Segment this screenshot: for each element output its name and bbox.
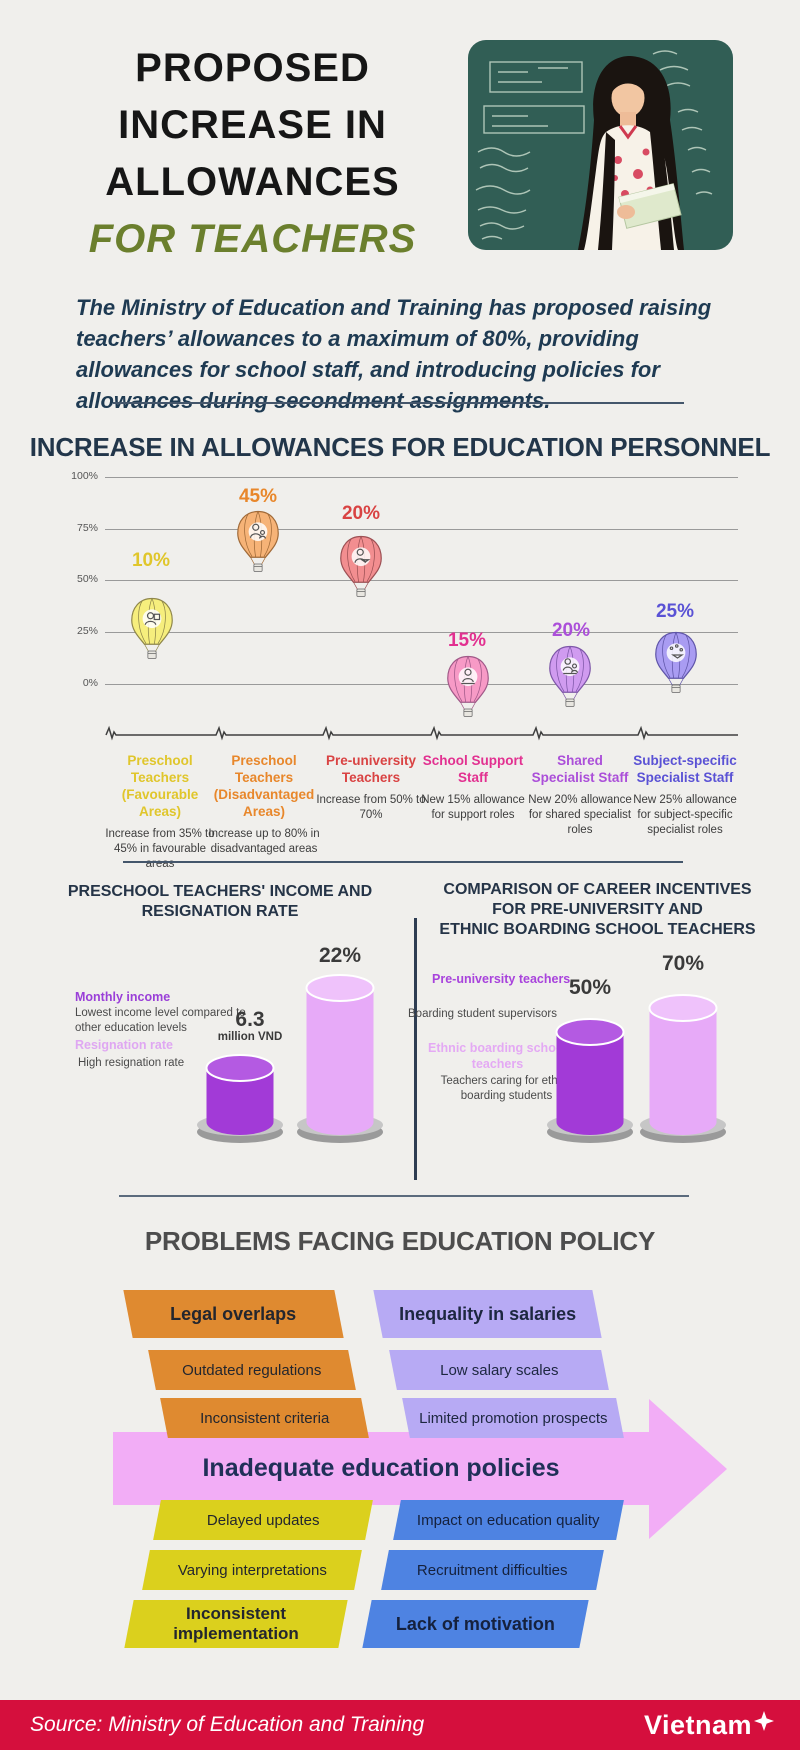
balloon-value-5: 25% (655, 601, 695, 622)
category-shared-specialist: Shared Specialist Staff New 20% allowanc… (528, 753, 632, 836)
hot-air-balloon-icon-subject-specialist (655, 631, 697, 693)
gridline-75 (105, 529, 738, 530)
y-tick-100: 100% (71, 470, 98, 482)
problem-impact-education-quality: Impact on education quality (393, 1500, 624, 1540)
gridline-0 (105, 684, 738, 685)
problem-varying-interpretations: Varying interpretations (142, 1550, 362, 1590)
gridline-100 (105, 477, 738, 478)
category-preschool-favourable: Preschool Teachers (Favourable Areas) In… (105, 753, 215, 870)
incentives-chart-title: COMPARISON OF CAREER INCENTIVES FOR PRE-… (439, 881, 756, 938)
category-school-support: School Support Staff New 15% allowance f… (421, 753, 525, 821)
problem-limited-promotion: Limited promotion prospects (402, 1398, 624, 1438)
problem-low-salary-scales: Low salary scales (389, 1350, 609, 1390)
legend-pre-university: Pre-university teachers (432, 972, 571, 986)
y-tick-75: 75% (76, 522, 98, 534)
problem-lack-of-motivation: Lack of motivation (362, 1600, 589, 1648)
divider-bottom (119, 1195, 689, 1197)
plus-star-icon (754, 1711, 774, 1731)
y-tick-50: 50% (76, 573, 98, 585)
title-line-1: PROPOSED (135, 46, 370, 90)
y-tick-0: 0% (82, 677, 98, 689)
legend-monthly-income: Monthly income (75, 990, 171, 1004)
hot-air-balloon-icon-preschool-disadvantaged (237, 510, 279, 572)
problem-inconsistent-implementation: Inconsistent implementation (124, 1600, 348, 1648)
category-preschool-disadvantaged: Preschool Teachers (Disadvantaged Areas)… (208, 753, 320, 855)
balloon-value-0: 10% (131, 550, 171, 571)
title-subtitle: FOR TEACHERS (88, 217, 417, 261)
teacher-photo (468, 40, 733, 250)
category-pre-university: Pre-university Teachers Increase from 50… (316, 753, 426, 821)
hot-air-balloon-icon-pre-university (340, 535, 382, 597)
divider-mid (123, 861, 683, 863)
legend-resignation-rate-desc: High resignation rate (78, 1057, 185, 1069)
legend-resignation-rate: Resignation rate (75, 1038, 173, 1052)
balloon-value-4: 20% (551, 620, 591, 641)
footer-bar: Source: Ministry of Education and Traini… (0, 1700, 800, 1750)
intro-paragraph: The Ministry of Education and Training h… (76, 295, 712, 413)
cylinder-bar-pre-university (547, 1018, 633, 1143)
title-line-2: INCREASE IN (118, 103, 387, 147)
axis-squiggle (105, 725, 738, 741)
vietnamplus-logo: Vietnam (644, 1700, 774, 1750)
problems-title: PROBLEMS FACING EDUCATION POLICY (144, 1226, 656, 1256)
divider-top (113, 402, 684, 404)
balloon-value-3: 15% (447, 630, 487, 651)
gridline-50 (105, 580, 738, 581)
problem-delayed-updates: Delayed updates (153, 1500, 373, 1540)
hot-air-balloon-icon-preschool-favourable (131, 597, 173, 659)
teacher-at-chalkboard-illustration (468, 40, 733, 250)
hot-air-balloon-icon-school-support (447, 655, 489, 717)
pre-university-bar-value: 50% (568, 976, 612, 999)
income-chart-title: PRESCHOOL TEACHERS' INCOME AND RESIGNATI… (67, 883, 373, 920)
resignation-bar-value: 22% (318, 944, 362, 967)
cylinder-bar-ethnic-boarding (640, 994, 726, 1143)
allowance-chart-title: INCREASE IN ALLOWANCES FOR EDUCATION PER… (29, 432, 771, 462)
balloon-value-1: 45% (238, 486, 278, 507)
problem-inequality-salaries: Inequality in salaries (373, 1290, 602, 1338)
income-bar-value: 6.3 (235, 1008, 265, 1031)
problems-center-arrow: Inadequate education policies (113, 1432, 649, 1505)
problem-recruitment-difficulties: Recruitment difficulties (381, 1550, 604, 1590)
ethnic-boarding-bar-value: 70% (661, 952, 705, 975)
income-bar-unit: million VND (217, 1031, 283, 1043)
legend-pre-university-desc: Boarding student supervisors (408, 1008, 557, 1020)
gridline-25 (105, 632, 738, 633)
legend-ethnic-boarding-desc: Teachers caring for ethnic boarding stud… (440, 1075, 573, 1102)
problem-legal-overlaps: Legal overlaps (123, 1290, 344, 1338)
page-title: PROPOSED INCREASE IN ALLOWANCES FOR TEAC… (25, 40, 480, 268)
problem-inconsistent-criteria: Inconsistent criteria (160, 1398, 369, 1438)
problems-center-label: Inadequate education policies (202, 1454, 560, 1482)
problems-center-arrow-head (649, 1399, 727, 1539)
problem-outdated-regulations: Outdated regulations (148, 1350, 356, 1390)
y-tick-25: 25% (76, 625, 98, 637)
hot-air-balloon-icon-shared-specialist (549, 645, 591, 707)
charts-vertical-divider (414, 918, 417, 1180)
cylinder-bar-resignation-rate (297, 974, 383, 1143)
source-text: Source: Ministry of Education and Traini… (30, 1713, 425, 1736)
legend-ethnic-boarding: Ethnic boarding school teachers (428, 1041, 567, 1071)
legend-monthly-income-desc: Lowest income level compared to other ed… (75, 1007, 246, 1034)
category-subject-specialist: Subject-specific Specialist Staff New 25… (633, 753, 737, 836)
cylinder-bar-monthly-income (197, 1054, 283, 1143)
balloon-value-2: 20% (341, 503, 381, 524)
title-line-3: ALLOWANCES (105, 160, 400, 204)
